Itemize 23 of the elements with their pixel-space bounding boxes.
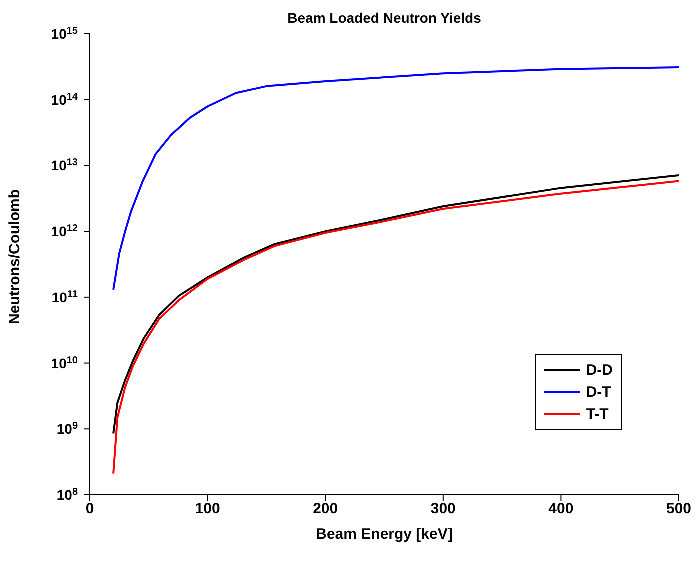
legend-label: D-T <box>586 384 612 400</box>
legend-label: T-T <box>586 406 609 422</box>
legend-label: D-D <box>586 362 613 378</box>
x-axis-title: Beam Energy [keV] <box>316 526 453 543</box>
y-tick-label: 10$^{15}$ <box>51 26 78 42</box>
y-tick-label: 10$^{13}$ <box>51 157 78 174</box>
x-tick-label: 0 <box>86 500 94 518</box>
y-tick-label: 10$^{9}$ <box>56 420 78 438</box>
x-tick-label: 300 <box>430 500 456 518</box>
x-tick-label: 400 <box>548 500 574 518</box>
line-series <box>112 66 679 291</box>
y-tick-label: 10$^{8}$ <box>56 486 78 503</box>
line-series <box>112 174 679 435</box>
x-tick-label: 100 <box>195 500 220 518</box>
y-tick-label: 10$^{12}$ <box>51 223 78 240</box>
y-tick-label: 10$^{11}$ <box>52 288 78 306</box>
y-tick-label: 10$^{10}$ <box>51 354 78 372</box>
y-axis-title: Neutrons/Coulomb <box>6 190 24 324</box>
x-tick-label: 200 <box>313 500 338 518</box>
chart-title: Beam Loaded Neutron Yields <box>286 10 482 26</box>
x-tick-label: 500 <box>666 500 692 518</box>
y-tick-label: 10$^{14}$ <box>51 91 78 108</box>
line-series <box>112 180 679 475</box>
